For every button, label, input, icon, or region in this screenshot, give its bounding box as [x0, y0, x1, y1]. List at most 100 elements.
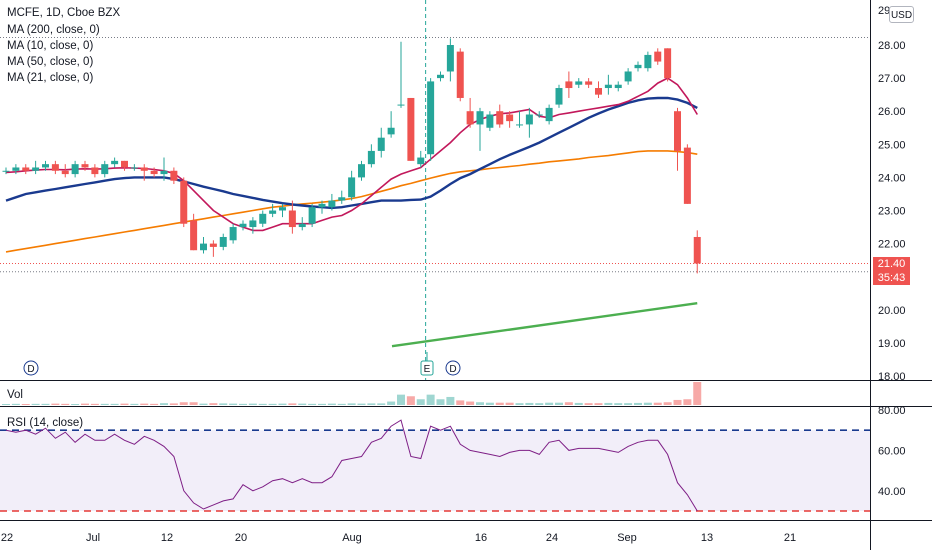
volume-label[interactable]: Vol	[7, 389, 23, 401]
candle-body	[338, 197, 346, 201]
volume-bar	[495, 402, 504, 405]
volume-bar	[545, 402, 554, 405]
time-tick-label: Aug	[342, 532, 362, 544]
ma50-line	[5, 150, 698, 253]
currency-button[interactable]: USD	[889, 6, 914, 23]
candle-body	[535, 114, 543, 116]
price-tick-label: 26.00	[878, 106, 906, 118]
volume-bar	[130, 403, 139, 405]
dividend-marker	[445, 360, 461, 376]
volume-bar	[456, 400, 465, 405]
volume-bar	[110, 403, 119, 405]
volume-bar	[140, 403, 149, 405]
volume-bar	[594, 403, 603, 405]
candle-body	[308, 207, 316, 224]
volume-bar	[663, 402, 672, 405]
candle-body	[12, 167, 20, 171]
candle-body	[180, 180, 188, 224]
time-tick-label: 16	[475, 532, 487, 544]
candle-body	[229, 227, 237, 241]
price-tick-label: 25.00	[878, 139, 906, 151]
candle-body	[42, 164, 49, 168]
volume-bar	[515, 403, 524, 405]
volume-bar	[61, 403, 70, 405]
event-marker-label: D	[27, 364, 34, 375]
candle-body	[140, 167, 148, 171]
price-tick-label: 28.00	[878, 40, 906, 52]
volume-bar	[485, 402, 494, 405]
candle-body	[170, 170, 178, 181]
legend-ma50[interactable]: MA (50, close, 0)	[7, 56, 94, 68]
volume-bar	[2, 404, 10, 405]
candle-body	[614, 84, 622, 89]
candle-body	[209, 243, 217, 247]
volume-bar	[377, 403, 386, 405]
volume-bar	[505, 402, 514, 405]
countdown-tag: 35:43	[873, 271, 910, 285]
rsi-line	[5, 419, 698, 512]
rsi-pane	[0, 419, 870, 512]
volume-bar	[90, 403, 99, 405]
time-tick-label: 12	[161, 532, 173, 544]
candle-body	[190, 220, 198, 251]
candle-body	[328, 200, 336, 208]
candle-body	[634, 64, 642, 69]
candle-body	[555, 88, 563, 105]
volume-bars	[2, 382, 702, 405]
candle-body	[81, 164, 89, 168]
candle-body	[506, 114, 514, 122]
grid-layer	[0, 0, 870, 380]
volume-bar	[150, 403, 159, 405]
candle-body	[377, 137, 385, 151]
candle-body	[407, 97, 415, 161]
legend-ma10[interactable]: MA (10, close, 0)	[7, 40, 94, 52]
volume-bar	[466, 401, 475, 405]
time-tick-label: 21	[784, 532, 796, 544]
candle-body	[387, 127, 395, 135]
candle-body	[298, 223, 306, 228]
volume-bar	[564, 402, 573, 405]
candle-body	[249, 220, 257, 228]
candle-body	[358, 164, 365, 178]
candle-body	[91, 167, 99, 175]
candle-body	[121, 160, 128, 168]
volume-bar	[219, 403, 228, 405]
candle-body	[200, 243, 207, 251]
volume-bar	[81, 403, 89, 405]
ma10-line	[5, 77, 698, 232]
candle-body	[525, 114, 533, 125]
candle-body	[446, 45, 454, 72]
legend-ma200[interactable]: MA (200, close, 0)	[7, 24, 100, 36]
volume-bar	[51, 403, 60, 405]
dividend-marker	[23, 360, 39, 376]
volume-bar	[683, 399, 692, 405]
candle-body	[219, 236, 227, 247]
price-tick-label: 24.00	[878, 172, 906, 184]
legend-ma21[interactable]: MA (21, close, 0)	[7, 72, 94, 84]
candle-body	[496, 111, 504, 125]
candle-body	[427, 81, 435, 155]
volume-bar	[21, 404, 30, 405]
candle-body	[367, 150, 375, 165]
candle-body	[595, 88, 602, 95]
candle-body	[279, 207, 286, 211]
volume-bar	[387, 401, 396, 405]
candle-body	[456, 51, 464, 98]
volume-bar	[308, 403, 317, 405]
rsi-band	[0, 430, 870, 511]
volume-bar	[436, 399, 445, 405]
price-tick-label: 23.00	[878, 206, 906, 218]
rsi-label[interactable]: RSI (14, close)	[7, 417, 84, 429]
symbol-header[interactable]: MCFE, 1D, Cboe BZX	[7, 7, 121, 19]
volume-bar	[278, 403, 287, 405]
candle-body	[674, 111, 681, 151]
candle-body	[624, 71, 632, 82]
candle-body	[71, 164, 79, 175]
volume-bar	[555, 402, 563, 405]
volume-bar	[120, 403, 129, 405]
candle-body	[545, 107, 553, 122]
volume-bar	[288, 403, 297, 405]
time-tick-label: 13	[701, 532, 713, 544]
volume-bar	[100, 403, 109, 405]
